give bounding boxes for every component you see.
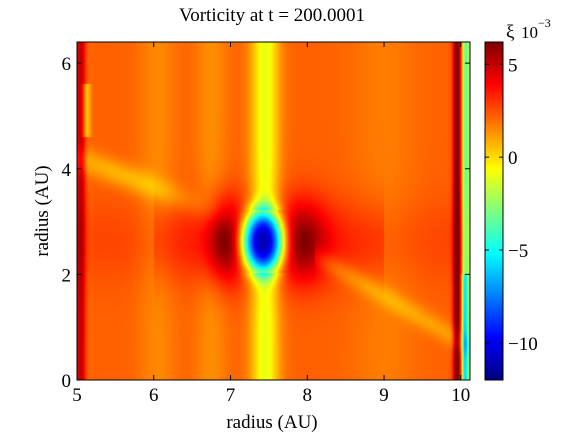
colorbar-tick-label: −5 (508, 241, 528, 262)
plot-area: 5 6 7 8 9 10 0 2 4 6 (62, 41, 471, 406)
x-tick-label: 9 (379, 385, 389, 406)
x-tick-label: 7 (226, 385, 236, 406)
x-axis-label: radius (AU) (226, 412, 317, 432)
colorbar-gradient (485, 42, 503, 380)
colorbar-tick-label: 0 (508, 148, 518, 169)
vorticity-heatmap (77, 42, 470, 380)
y-tick-label: 0 (62, 371, 72, 392)
x-axis-ticks: 5 6 7 8 9 10 (72, 42, 470, 406)
colorbar-symbol: ξ (506, 22, 515, 43)
colorbar-exponent: −3 (538, 16, 551, 30)
colorbar-frame (484, 41, 504, 381)
x-tick-label: 5 (72, 385, 82, 406)
x-tick-label: 6 (149, 385, 159, 406)
colorbar-tick-label: −10 (508, 334, 538, 355)
y-tick-label: 4 (62, 160, 72, 181)
x-tick-label: 10 (451, 385, 470, 406)
chart-title: Vorticity at t = 200.0001 (179, 5, 365, 26)
colorbar: 5 0 −5 −10 ξ 10 −3 (484, 16, 551, 381)
x-tick-label: 8 (303, 385, 313, 406)
colorbar-ticks: 5 0 −5 −10 (485, 55, 538, 355)
y-tick-label: 6 (62, 54, 72, 75)
colorbar-tick-label: 5 (508, 55, 518, 76)
y-axis-ticks: 0 2 4 6 (62, 54, 470, 392)
colorbar-scale: 10 (521, 23, 538, 42)
y-tick-label: 2 (62, 265, 72, 286)
plot-frame (76, 41, 471, 381)
y-axis-label: radius (AU) (32, 165, 53, 256)
